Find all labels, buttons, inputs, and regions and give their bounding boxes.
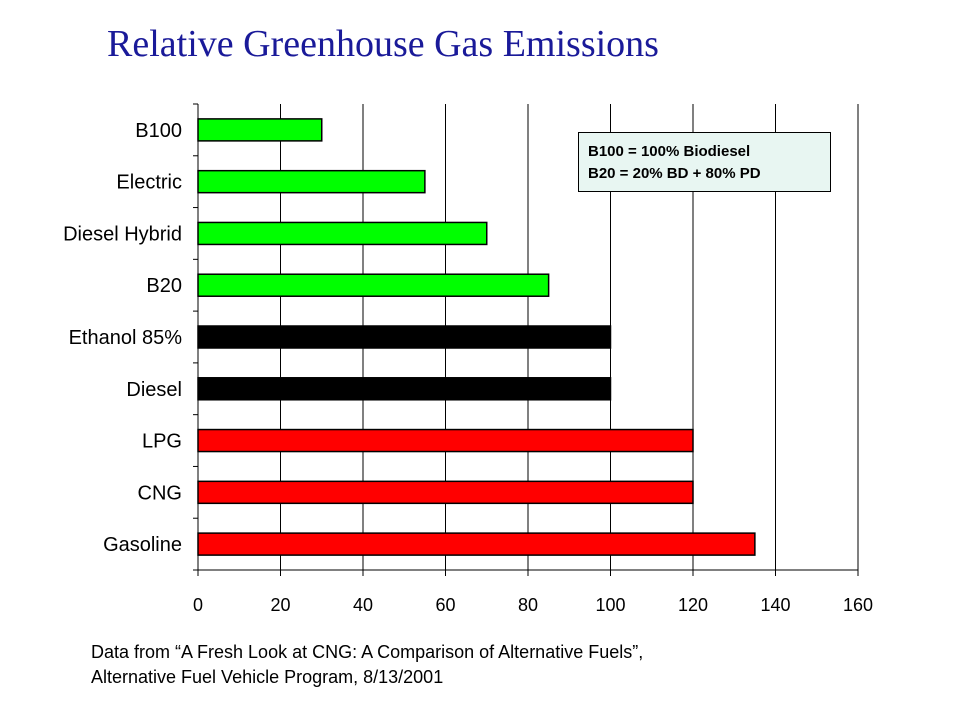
bar-electric <box>197 169 426 194</box>
category-label: B100 <box>135 120 182 142</box>
bar-b100 <box>197 118 323 142</box>
category-label: Electric <box>116 172 182 194</box>
x-tick-label: 60 <box>435 595 455 615</box>
category-label: B20 <box>146 275 182 297</box>
bar-ethanol-85- <box>197 325 612 349</box>
x-tick-label: 140 <box>760 595 790 615</box>
legend-note: B100 = 100% Biodiesel B20 = 20% BD + 80%… <box>578 132 831 192</box>
bar-gasoline <box>197 532 756 556</box>
category-label: Diesel Hybrid <box>63 223 182 245</box>
source-line-1: Data from “A Fresh Look at CNG: A Compar… <box>91 642 644 662</box>
legend-note-line-2: B20 = 20% BD + 80% PD <box>588 165 761 182</box>
x-tick-label: 0 <box>193 595 203 615</box>
bar-cng <box>197 480 694 505</box>
bar-b20 <box>197 273 550 297</box>
legend-note-line-1: B100 = 100% Biodiesel <box>588 143 751 160</box>
bar-diesel <box>197 377 612 401</box>
x-tick-label: 120 <box>678 595 708 615</box>
source-line-2: Alternative Fuel Vehicle Program, 8/13/2… <box>91 667 444 687</box>
bar-lpg <box>197 428 694 453</box>
category-label: LPG <box>142 431 182 453</box>
category-label: Ethanol 85% <box>69 327 183 349</box>
x-tick-label: 160 <box>843 595 873 615</box>
source-caption: Data from “A Fresh Look at CNG: A Compar… <box>91 640 643 690</box>
category-label: Diesel <box>126 379 182 401</box>
x-tick-label: 100 <box>595 595 625 615</box>
category-label: Gasoline <box>103 534 182 556</box>
category-label: CNG <box>138 482 182 504</box>
x-tick-label: 40 <box>353 595 373 615</box>
bar-diesel-hybrid <box>197 221 488 246</box>
x-tick-label: 20 <box>270 595 290 615</box>
x-tick-label: 80 <box>518 595 538 615</box>
chart-title: Relative Greenhouse Gas Emissions <box>107 23 659 65</box>
